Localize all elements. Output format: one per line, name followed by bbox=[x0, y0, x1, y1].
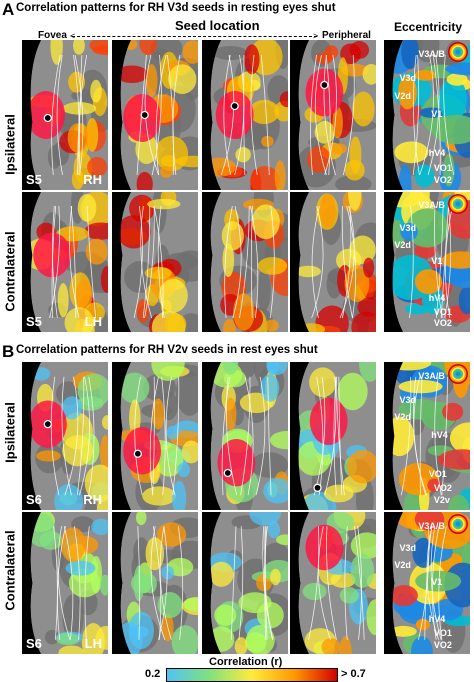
panel-b-contra-map-1: S6 LH bbox=[22, 512, 108, 654]
hemisphere-label: LH bbox=[84, 314, 102, 329]
region-label: V1 bbox=[431, 577, 443, 588]
panel-a-ecc-map-ipsi: V3A/B V3d V2d V1 hV4 VO1 VO2 bbox=[384, 40, 470, 190]
seed-marker bbox=[43, 420, 52, 429]
panel-a-ipsi-map-4 bbox=[290, 40, 376, 190]
region-label: VO1 bbox=[433, 163, 452, 173]
region-label: V3d bbox=[399, 73, 416, 83]
region-label: V1 bbox=[431, 109, 443, 119]
seed-location-header: Seed location bbox=[175, 18, 260, 33]
colorbar bbox=[166, 668, 338, 682]
region-label: V2d bbox=[394, 239, 411, 250]
hemisphere-label: RH bbox=[83, 172, 102, 187]
panel-b-row2-label: Contralateral bbox=[2, 530, 18, 611]
panel-a-row1-label: Ipsilateral bbox=[2, 114, 18, 175]
panel-b-ipsi-map-2 bbox=[112, 362, 198, 510]
panel-b-ipsi-map-1: S6 RH bbox=[22, 362, 108, 510]
subject-label: S6 bbox=[26, 636, 42, 651]
arrow-right-icon: > bbox=[313, 31, 319, 41]
region-label: V1 bbox=[431, 256, 443, 267]
panel-b-title: Correlation patterns for RH V2v seeds in… bbox=[16, 344, 318, 356]
panel-a-letter: A bbox=[2, 0, 15, 19]
panel-b-contra-map-3 bbox=[202, 512, 288, 654]
seed-marker bbox=[133, 449, 142, 458]
region-label: VO2 bbox=[433, 318, 452, 328]
hemisphere-label: LH bbox=[84, 636, 102, 651]
panel-b-contra-map-4 bbox=[290, 512, 376, 654]
region-label: hV4 bbox=[428, 148, 446, 158]
region-label: hV4 bbox=[431, 430, 448, 441]
panel-a-contra-map-4 bbox=[290, 192, 376, 332]
region-label: V3d bbox=[399, 222, 416, 233]
region-label: hV4 bbox=[428, 292, 446, 303]
seed-marker bbox=[43, 113, 52, 123]
region-label: VO2 bbox=[433, 639, 452, 650]
seed-axis-arrow bbox=[72, 36, 317, 37]
eccentricity-header: Eccentricity bbox=[394, 20, 463, 34]
colorbar-min-label: 0.2 bbox=[145, 668, 161, 680]
panel-a-contra-map-1: S5 LH bbox=[22, 192, 108, 332]
panel-b-letter: B bbox=[2, 342, 15, 361]
region-label: V3A/B bbox=[418, 200, 445, 211]
subject-label: S6 bbox=[26, 492, 42, 507]
subject-label: S5 bbox=[26, 172, 42, 187]
peripheral-label: Peripheral bbox=[322, 30, 371, 41]
panel-b-row1-label: Ipsilateral bbox=[2, 402, 18, 463]
region-label: hV4 bbox=[428, 614, 446, 625]
panel-a-ipsi-map-2 bbox=[112, 40, 198, 190]
region-label: VO2 bbox=[433, 483, 452, 494]
panel-b-ipsi-map-4 bbox=[290, 362, 376, 510]
panel-b-ipsi-map-3 bbox=[202, 362, 288, 510]
region-label: VO1 bbox=[433, 628, 452, 639]
panel-a-title: Correlation patterns for RH V3d seeds in… bbox=[16, 2, 336, 14]
seed-marker bbox=[313, 483, 322, 492]
seed-marker bbox=[320, 80, 329, 90]
panel-a-row2-label: Contralateral bbox=[2, 231, 18, 312]
region-label: V2v bbox=[433, 495, 450, 506]
panel-a-contra-map-2 bbox=[112, 192, 198, 332]
panel-a-ecc-map-contra: V3A/B V3d V2d V1 hV4 VO1 VO2 bbox=[384, 192, 470, 332]
region-label: VO2 bbox=[433, 175, 452, 185]
region-label: V2d bbox=[394, 412, 411, 423]
panel-b-ecc-map-ipsi: V3A/B V3d V2d hV4 VO1 VO2 V2v bbox=[384, 362, 470, 510]
region-label: V3d bbox=[399, 394, 416, 405]
panel-a-contra-map-3 bbox=[202, 192, 288, 332]
region-label: V3d bbox=[399, 543, 416, 554]
seed-marker bbox=[223, 468, 232, 478]
panel-a-ipsi-map-3 bbox=[202, 40, 288, 190]
region-label: VO1 bbox=[433, 306, 452, 317]
seed-marker bbox=[140, 110, 149, 120]
panel-a-ipsi-map-1: S5 RH bbox=[22, 40, 108, 190]
seed-marker bbox=[230, 101, 239, 111]
region-label: V3A/B bbox=[418, 49, 445, 59]
region-label: V2d bbox=[394, 91, 411, 101]
panel-b-contra-map-2 bbox=[112, 512, 198, 654]
subject-label: S5 bbox=[26, 314, 42, 329]
panel-b-ecc-map-contra: V3A/B V3d V2d V1 hV4 VO1 VO2 bbox=[384, 512, 470, 654]
colorbar-title: Correlation (r) bbox=[209, 656, 283, 668]
colorbar-max-label: > 0.7 bbox=[341, 668, 366, 680]
region-label: V2d bbox=[394, 560, 411, 571]
region-label: V3A/B bbox=[418, 370, 445, 381]
arrow-left-icon: < bbox=[70, 31, 76, 41]
region-label: VO1 bbox=[428, 468, 447, 479]
fovea-label: Fovea bbox=[38, 30, 67, 41]
region-label: V3A/B bbox=[418, 520, 445, 531]
hemisphere-label: RH bbox=[83, 492, 102, 507]
